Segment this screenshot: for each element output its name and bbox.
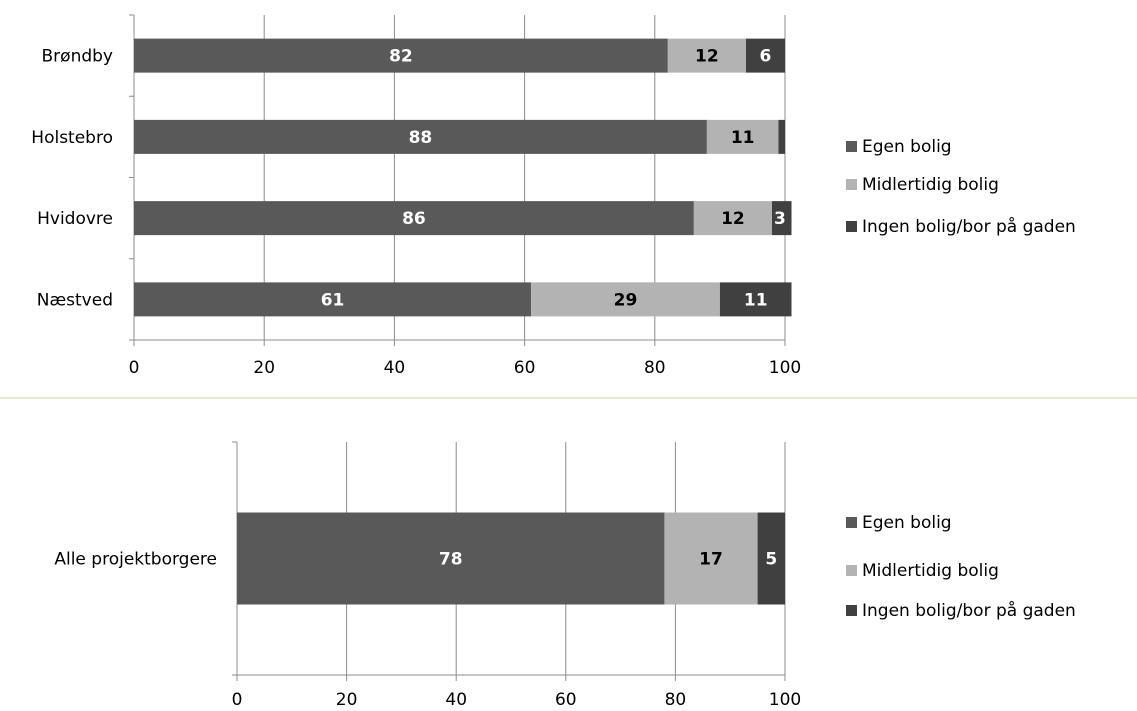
data-label: 17 [699,550,723,570]
x-tick-label: 100 [769,358,801,378]
data-label: 86 [402,209,426,229]
x-tick-label: 0 [129,358,140,378]
data-label: 3 [774,209,786,229]
data-label: 88 [409,128,433,148]
legend-label: Ingen bolig/bor på gaden [862,216,1076,237]
bar-segment [706,119,779,154]
bar-segment [134,119,707,154]
legend-swatch [846,141,857,152]
bar-segment [693,201,772,236]
data-label: 12 [695,47,719,67]
x-tick-label: 80 [665,690,687,710]
data-label: 82 [389,47,413,67]
bar-segment [778,119,785,154]
chart-all-citizens: 0 20 40 60 80 100 Alle projektborgere 78 17 5 Egen… [54,441,1076,710]
bar-segment [237,512,665,605]
x-tick-label: 20 [253,358,275,378]
x-tick-label: 100 [769,690,801,710]
legend-label: Midlertidig bolig [862,175,999,195]
data-label: 61 [321,290,345,310]
data-label: 78 [439,550,463,570]
bar-segment [667,38,746,73]
bar-segment [134,38,668,73]
legend-label: Egen bolig [862,137,952,157]
bar-segment [531,282,720,317]
category-label: Næstved [37,290,113,310]
category-label: Alle projektborgere [54,550,217,570]
bar-segment [745,38,785,73]
data-label: 11 [731,128,755,148]
legend-swatch [846,221,857,232]
bar-segment [719,282,792,317]
x-tick-label: 0 [232,690,243,710]
data-label: 6 [760,47,772,67]
chart-municipalities: 0 20 40 60 80 100 Brøndby 82 12 6 Holstebro 88 11 Hvi… [31,14,1076,378]
category-label: Brøndby [42,47,113,67]
x-tick-label: 60 [514,358,536,378]
legend-swatch [846,517,857,528]
category-label: Hvidovre [37,209,113,229]
legend-swatch [846,605,857,616]
x-tick-label: 40 [384,358,406,378]
legend-label: Midlertidig bolig [862,561,999,581]
data-label: 12 [721,209,745,229]
x-tick-label: 40 [445,690,467,710]
data-label: 11 [744,290,768,310]
legend-label: Egen bolig [862,513,952,533]
x-tick-label: 60 [555,690,577,710]
legend-swatch [846,179,857,190]
bar-segment [771,201,792,236]
legend-label: Ingen bolig/bor på gaden [862,600,1076,621]
x-tick-label: 20 [336,690,358,710]
x-tick-label: 80 [644,358,666,378]
data-label: 5 [765,550,777,570]
bar-segment [134,282,532,317]
bar-segment [664,512,758,605]
bar-segment [134,201,694,236]
data-label: 29 [614,290,638,310]
bar-segment [757,512,785,605]
category-label: Holstebro [31,128,113,148]
legend-swatch [846,565,857,576]
